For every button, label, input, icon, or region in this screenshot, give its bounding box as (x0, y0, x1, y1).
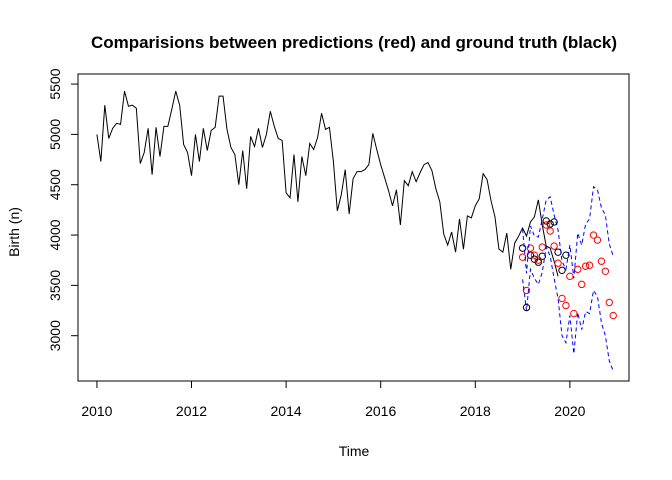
predictions-point (522, 286, 531, 295)
predictions-point (605, 298, 613, 307)
x-tick-label: 2014 (271, 403, 302, 419)
predictions-point (558, 294, 566, 303)
predictions-point (518, 253, 527, 261)
ground-truth-point (558, 266, 566, 274)
ground-truth-point (546, 220, 554, 228)
predictions-point (581, 262, 590, 270)
ground-truth-point (562, 251, 570, 259)
plot-frame (77, 73, 630, 382)
predictions-point (526, 244, 535, 252)
lower-interval-line (522, 245, 614, 372)
chart-title: Comparisions between predictions (red) a… (91, 33, 617, 52)
x-tick-label: 2010 (81, 403, 112, 419)
y-axis-label: Birth (n) (6, 207, 22, 257)
predictions-point (566, 272, 574, 281)
y-axis: 3000 3500 4000 4500 5000 5500 (47, 68, 79, 351)
x-axis: 2010 2012 2014 2016 2018 2020 (81, 380, 586, 419)
ground-truth-point (518, 244, 527, 252)
predictions-point (542, 221, 550, 229)
chart-marks (96, 90, 617, 372)
predictions-point (570, 309, 578, 318)
predictions-point (550, 242, 558, 250)
x-tick-label: 2020 (554, 403, 585, 419)
y-tick-label: 4500 (47, 169, 63, 200)
ground-truth-point (538, 252, 546, 260)
y-tick-label: 3000 (47, 320, 63, 351)
predictions-point (534, 256, 543, 264)
ground-truth-point (534, 258, 543, 266)
ground-truth-point (522, 303, 531, 312)
predictions-point (554, 259, 562, 267)
predictions-point (578, 280, 586, 289)
x-tick-label: 2018 (460, 403, 491, 419)
y-tick-label: 5000 (47, 119, 63, 150)
predictions-point (530, 251, 539, 259)
predictions-point (562, 301, 570, 310)
predictions-point (538, 243, 546, 251)
upper-interval-line (522, 185, 614, 279)
predictions-point (546, 227, 554, 235)
y-tick-label: 5500 (47, 68, 63, 99)
predictions-point (597, 257, 606, 265)
y-tick-label: 3500 (47, 270, 63, 301)
ground-truth-point (550, 218, 558, 226)
predictions-point (593, 236, 602, 244)
ground-truth-point (526, 251, 535, 259)
x-axis-label: Time (339, 443, 370, 459)
predictions-point (609, 311, 617, 320)
predictions-point (589, 231, 598, 239)
x-tick-label: 2012 (176, 403, 207, 419)
predictions-point (601, 267, 610, 275)
predictions-point (585, 261, 594, 269)
predictions-point (574, 265, 582, 273)
x-tick-label: 2016 (365, 403, 396, 419)
y-tick-label: 4000 (47, 219, 63, 250)
history-line (96, 90, 559, 277)
